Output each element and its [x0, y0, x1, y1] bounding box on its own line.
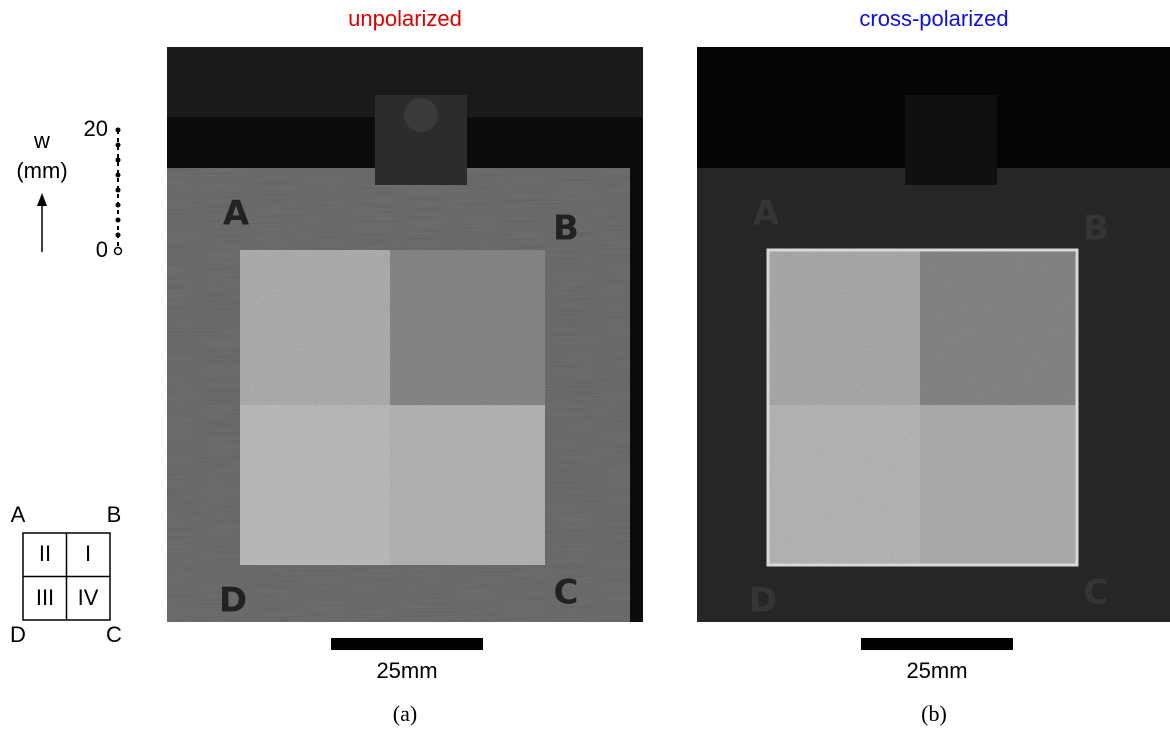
photo-label: C [1084, 573, 1109, 613]
quadrant-label: III [36, 585, 54, 610]
panel-title: unpolarized [348, 6, 462, 31]
scale-label: 25mm [906, 658, 967, 683]
quadrant-key: II I III IV A B C D [10, 502, 122, 647]
scale-bar [861, 638, 1013, 650]
quadrant-i [390, 250, 545, 405]
panel-title: cross-polarized [859, 6, 1008, 31]
quadrant-iv [390, 405, 545, 565]
axis-origin [113, 246, 123, 256]
w-axis: 20 0 w (mm) [16, 116, 123, 262]
quadrant-ii [768, 250, 920, 405]
panel-caption: (a) [393, 701, 417, 726]
corner-label: A [11, 502, 26, 527]
photo-label: D [219, 581, 247, 621]
corner-label: C [106, 622, 122, 647]
panel-a: unpolarized A B C D 25mm (a) [167, 6, 643, 726]
square-edge [766, 248, 1079, 567]
axis-dots [115, 127, 121, 238]
quadrant-i [920, 250, 1077, 405]
quadrant-iii [768, 405, 920, 565]
tick-label: 20 [84, 116, 108, 141]
corner-label: B [107, 502, 122, 527]
photo-label: C [554, 573, 579, 613]
dot [115, 232, 121, 238]
axis-label: w [33, 128, 50, 153]
quadrant-label: I [85, 541, 91, 566]
photo-label: A [223, 194, 250, 234]
dot [115, 187, 121, 193]
dot [115, 202, 121, 208]
quadrant-label: II [39, 541, 51, 566]
dot [115, 157, 121, 163]
panel-caption: (b) [921, 701, 947, 726]
axis-unit: (mm) [16, 158, 67, 183]
arrow-head [37, 193, 47, 206]
panel-b: cross-polarized A B C D 25mm (b) [697, 6, 1170, 726]
scale-bar [331, 638, 483, 650]
clamp [905, 95, 997, 185]
clamp-bolt [404, 98, 438, 132]
photo-label: B [1083, 209, 1109, 249]
corner-label: D [10, 622, 26, 647]
photo-label: A [753, 194, 780, 234]
quadrant-ii [240, 250, 390, 405]
dot [115, 127, 121, 133]
quadrant-label: IV [78, 585, 99, 610]
quadrant-iii [240, 405, 390, 565]
dot [115, 172, 121, 178]
dot [115, 142, 121, 148]
photo-label: D [749, 581, 777, 621]
photo-label: B [553, 209, 579, 249]
quadrant-iv [920, 405, 1077, 565]
scale-label: 25mm [376, 658, 437, 683]
dot [115, 217, 121, 223]
tick-label: 0 [96, 237, 108, 262]
